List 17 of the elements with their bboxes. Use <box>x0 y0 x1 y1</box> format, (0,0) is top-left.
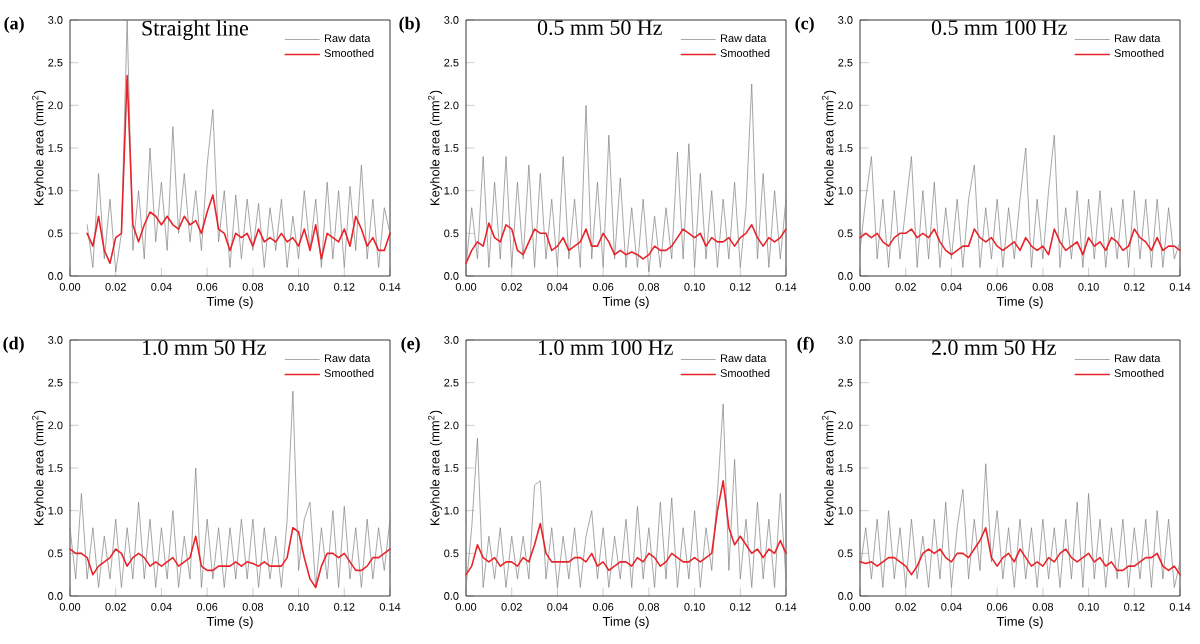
chart-title: Straight line <box>142 20 249 41</box>
text: (c) <box>795 16 814 34</box>
chart-title: 0.5 mm 100 Hz <box>931 20 1067 36</box>
line-series <box>465 222 787 264</box>
text: (e) <box>401 336 420 354</box>
text: (a) <box>4 16 24 34</box>
text: (b) <box>399 16 420 34</box>
line-series <box>69 390 391 588</box>
line-series <box>86 74 391 264</box>
chart-title: 0.5 mm 50 Hz <box>537 20 662 36</box>
line-series <box>859 228 1181 256</box>
chart-title: 1.0 mm 100 Hz <box>538 340 673 356</box>
text: (f) <box>797 336 814 354</box>
chart-title: 2.0 mm 50 Hz <box>932 340 1056 356</box>
chart-title: 1.0 mm 50 Hz <box>142 340 266 356</box>
line-series <box>86 19 391 273</box>
text: (d) <box>3 336 24 354</box>
